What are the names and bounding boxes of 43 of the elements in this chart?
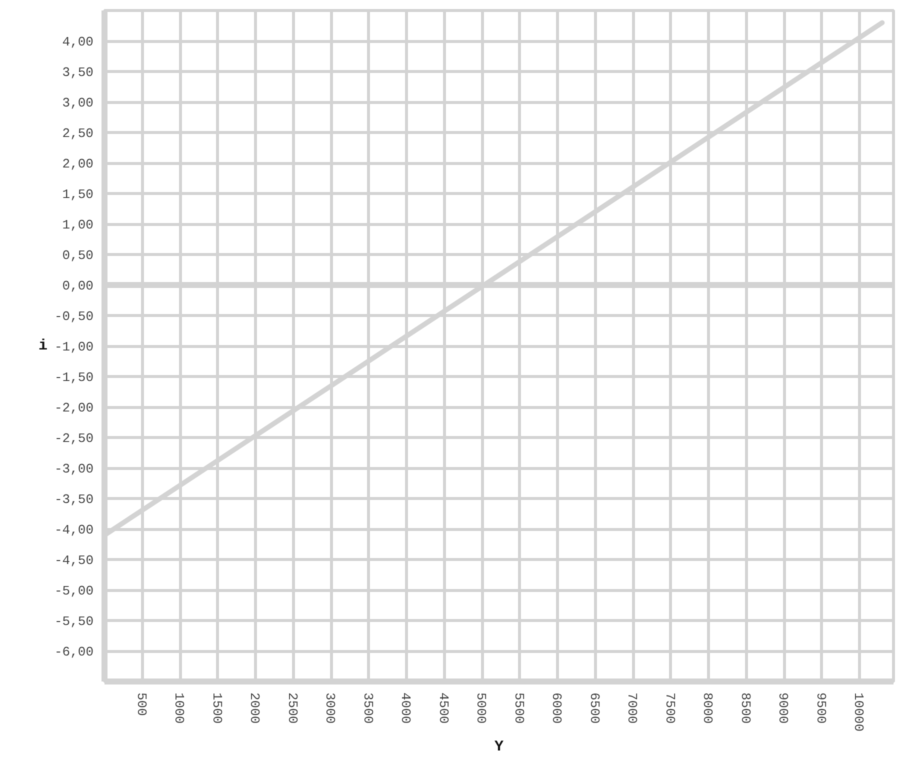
y-tick-label: -2,50 bbox=[54, 431, 94, 446]
y-tick-label: -5,50 bbox=[54, 614, 94, 629]
x-axis-title: Y bbox=[494, 738, 504, 756]
y-tick-label: -3,50 bbox=[54, 492, 94, 507]
y-tick-label: 4,00 bbox=[62, 34, 94, 50]
y-tick-label: 2,50 bbox=[62, 126, 94, 141]
x-tick-label: 500 bbox=[134, 692, 149, 716]
x-tick-label: 2000 bbox=[247, 692, 262, 724]
x-tick-label: 6000 bbox=[549, 692, 564, 724]
x-tick-label: 9000 bbox=[776, 692, 791, 724]
y-tick-label: 1,50 bbox=[62, 187, 94, 202]
x-tick-label: 3500 bbox=[360, 692, 376, 724]
y-tick-label: -4,00 bbox=[54, 522, 94, 538]
y-tick-label: -0,50 bbox=[54, 309, 94, 324]
x-tick-label: 3000 bbox=[322, 692, 338, 724]
y-tick-label: 3,50 bbox=[62, 65, 94, 80]
y-tick-label: -1,00 bbox=[54, 340, 94, 354]
y-tick-label: 3,00 bbox=[62, 96, 94, 110]
x-tick-label: 4000 bbox=[398, 692, 414, 724]
y-tick-label: -5,00 bbox=[54, 584, 94, 598]
y-tick-label: -6,00 bbox=[54, 644, 94, 660]
y-tick-label: -1,50 bbox=[54, 370, 94, 385]
x-tick-label: 1500 bbox=[209, 692, 224, 724]
x-tick-label: 7500 bbox=[662, 692, 678, 724]
x-tick-label: 8000 bbox=[700, 692, 716, 724]
y-tick-label: 1,00 bbox=[62, 218, 94, 232]
y-tick-label: 0,00 bbox=[62, 278, 94, 294]
y-tick-label: -4,50 bbox=[54, 553, 94, 568]
x-tick-label: 9500 bbox=[813, 692, 828, 724]
x-tick-label: 8500 bbox=[738, 692, 753, 724]
y-axis-title: i bbox=[38, 338, 48, 354]
x-tick-label: 5000 bbox=[474, 692, 489, 724]
x-tick-label: 6500 bbox=[586, 692, 602, 724]
x-tick-label: 10000 bbox=[851, 692, 866, 732]
y-tick-label: -3,00 bbox=[54, 462, 94, 476]
y-tick-label: 2,00 bbox=[62, 156, 94, 172]
x-tick-label: 7000 bbox=[624, 692, 640, 724]
x-tick-label: 2500 bbox=[284, 692, 300, 724]
x-tick-label: 5500 bbox=[511, 692, 526, 724]
y-tick-label: -2,00 bbox=[54, 400, 94, 416]
x-tick-label: 4500 bbox=[436, 692, 451, 724]
x-tick-label: 1000 bbox=[172, 692, 186, 724]
y-tick-label: 0,50 bbox=[62, 248, 94, 263]
